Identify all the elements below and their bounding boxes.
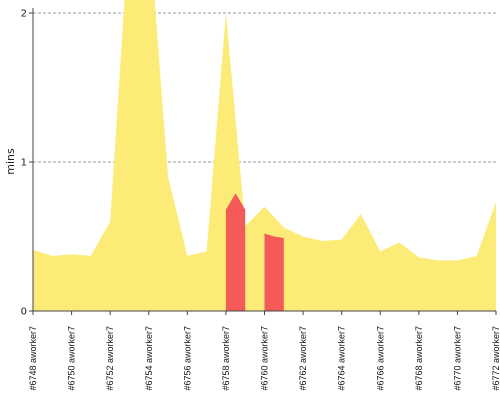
highlight-bars [225, 193, 284, 311]
x-tick-label: #6756 aworker7 [182, 326, 192, 391]
x-tick-label: #6748 aworker7 [28, 326, 38, 391]
x-tick-label: #6770 aworker7 [452, 326, 462, 391]
y-tick-label: 0 [21, 307, 27, 318]
highlight-bar [264, 233, 284, 311]
y-axis-label: mins [4, 148, 17, 175]
y-tick-labels: 0 1 2 [21, 9, 33, 318]
x-tick-label: #6764 aworker7 [337, 326, 347, 391]
y-tick-label: 2 [21, 9, 27, 20]
highlight-bar [225, 193, 246, 311]
x-tick-label: #6760 aworker7 [260, 326, 270, 391]
grid-lines [33, 12, 496, 163]
x-tick-label: #6754 aworker7 [144, 326, 154, 391]
x-tick-label: #6762 aworker7 [298, 326, 308, 391]
x-tick-label: #6768 aworker7 [414, 326, 424, 391]
x-tick-label: #6758 aworker7 [221, 326, 231, 391]
x-tick-label: #6750 aworker7 [67, 326, 77, 391]
y-tick-label: 1 [21, 158, 27, 169]
x-tick-label: #6752 aworker7 [105, 326, 115, 391]
area-fill [33, 0, 496, 311]
x-tick-label: #6772 aworker7 [491, 326, 500, 391]
area-series [33, 0, 496, 311]
x-tick-label: #6766 aworker7 [375, 326, 385, 391]
x-tick-labels: #6748 aworker7 #6750 aworker7 #6752 aworke… [28, 311, 500, 391]
